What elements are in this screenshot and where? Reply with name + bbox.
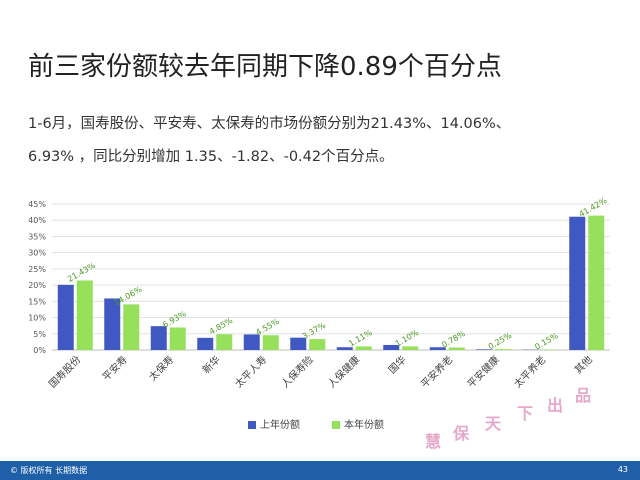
y-tick-label: 25%: [28, 265, 46, 274]
bar-this-year: [355, 346, 372, 350]
slide-body: 1-6月，国寿股份、平安寿、太保寿的市场份额分别为21.43%、14.06%、 …: [28, 108, 618, 174]
bar-this-year: [123, 304, 140, 350]
bar-this-year: [402, 346, 419, 350]
slide-title: 前三家份额较去年同期下降0.89个百分点: [28, 52, 502, 82]
body-line-2: 6.93% ，同比分别增加 1.35、-1.82、-0.42个百分点。: [28, 149, 394, 165]
data-label: 41.42%: [578, 196, 609, 219]
bar-this-year: [169, 327, 186, 350]
y-axis-ticks: 0% 5% 10% 15% 20% 25% 30% 35% 40% 45%: [28, 200, 46, 355]
bar-prev-year: [150, 326, 167, 350]
body-line-1: 1-6月，国寿股份、平安寿、太保寿的市场份额分别为21.43%、14.06%、: [28, 116, 511, 132]
bar-prev-year: [104, 298, 121, 350]
watermark-char: 下: [517, 404, 534, 423]
bar-this-year: [309, 339, 326, 350]
page-number: 43: [617, 465, 628, 474]
data-label: 1.11%: [347, 328, 374, 349]
market-share-bar-chart: 0% 5% 10% 15% 20% 25% 30% 35% 40% 45% 21.43% 14.06…: [28, 196, 610, 431]
x-tick-label: 其他: [572, 353, 595, 376]
chart-legend: 上年份额 本年份额: [248, 418, 384, 431]
legend-label-curr: 本年份额: [344, 418, 384, 431]
y-tick-label: 20%: [28, 281, 46, 290]
x-tick-label: 新华: [200, 353, 223, 376]
legend-swatch-curr: [332, 421, 340, 429]
bar-prev-year: [290, 337, 307, 350]
footer-copyright: © 版权所有 长期数据: [10, 466, 88, 475]
bar-this-year: [76, 280, 93, 350]
data-label: 0.78%: [440, 329, 467, 350]
watermark: 慧 保 天 下 出 品: [425, 378, 605, 451]
bar-prev-year: [243, 334, 260, 350]
data-label: 6.93%: [161, 309, 188, 330]
x-tick-label: 人保寿险: [278, 353, 315, 390]
bar-this-year: [588, 215, 605, 350]
y-tick-label: 35%: [28, 232, 46, 241]
bar-this-year: [495, 349, 512, 350]
bar-prev-year: [197, 337, 214, 350]
bar-this-year: [448, 347, 465, 350]
bar-prev-year: [383, 344, 400, 350]
watermark-char: 出: [547, 396, 564, 415]
legend-swatch-prev: [248, 421, 256, 429]
y-tick-label: 5%: [33, 330, 46, 339]
data-label: 3.37%: [301, 320, 328, 341]
x-tick-label: 国华: [386, 353, 409, 376]
x-tick-label: 平安寿: [99, 353, 129, 383]
watermark-char: 保: [453, 424, 470, 443]
chart-bars: [57, 215, 605, 350]
x-tick-label: 国寿股份: [46, 353, 83, 390]
y-tick-label: 0%: [33, 346, 46, 355]
bar-prev-year: [476, 349, 493, 350]
data-labels: 21.43%14.06%6.93% 4.85% 4.55% 3.37% 1.11% 1.1…: [66, 196, 609, 352]
y-tick-label: 40%: [28, 216, 46, 225]
watermark-char: 慧: [425, 432, 442, 451]
footer-bar: © 版权所有 长期数据 43: [0, 461, 640, 480]
data-label: 14.06%: [113, 284, 144, 307]
legend-label-prev: 上年份额: [260, 418, 300, 431]
watermark-char: 天: [485, 414, 502, 433]
data-label: 21.43%: [66, 261, 97, 284]
y-tick-label: 45%: [28, 200, 46, 209]
data-label: 1.10%: [394, 328, 421, 349]
watermark-char: 品: [575, 386, 592, 405]
y-tick-label: 30%: [28, 249, 46, 258]
bar-this-year: [216, 334, 233, 350]
bar-prev-year: [569, 216, 586, 350]
x-tick-label: 太平人寿: [232, 353, 269, 390]
x-tick-label: 人保健康: [325, 353, 362, 390]
bar-prev-year: [429, 347, 446, 350]
bar-this-year: [262, 335, 279, 350]
bar-prev-year: [57, 284, 74, 350]
chart-gridlines: [52, 203, 610, 351]
bar-prev-year: [336, 347, 353, 350]
y-tick-label: 15%: [28, 297, 46, 306]
y-tick-label: 10%: [28, 314, 46, 323]
x-tick-label: 太保寿: [146, 353, 176, 383]
data-label: 4.85%: [208, 316, 235, 337]
